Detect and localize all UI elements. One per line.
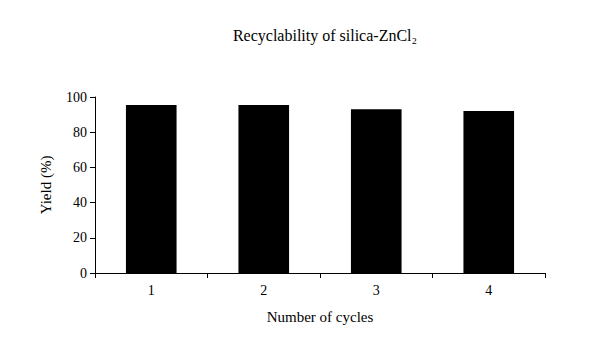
svg-text:Recyclability of silica-ZnCl₂: Recyclability of silica-ZnCl₂ (233, 27, 417, 45)
svg-text:40: 40 (73, 195, 87, 210)
svg-text:100: 100 (66, 90, 87, 105)
svg-text:20: 20 (73, 230, 87, 245)
svg-text:0: 0 (80, 266, 87, 281)
svg-text:Number of cycles: Number of cycles (267, 309, 374, 325)
svg-text:4: 4 (485, 283, 492, 298)
svg-text:3: 3 (373, 283, 380, 298)
svg-text:80: 80 (73, 125, 87, 140)
svg-text:2: 2 (260, 283, 267, 298)
svg-text:1: 1 (148, 283, 155, 298)
svg-text:60: 60 (73, 160, 87, 175)
svg-text:Yield (%): Yield (%) (38, 156, 55, 215)
